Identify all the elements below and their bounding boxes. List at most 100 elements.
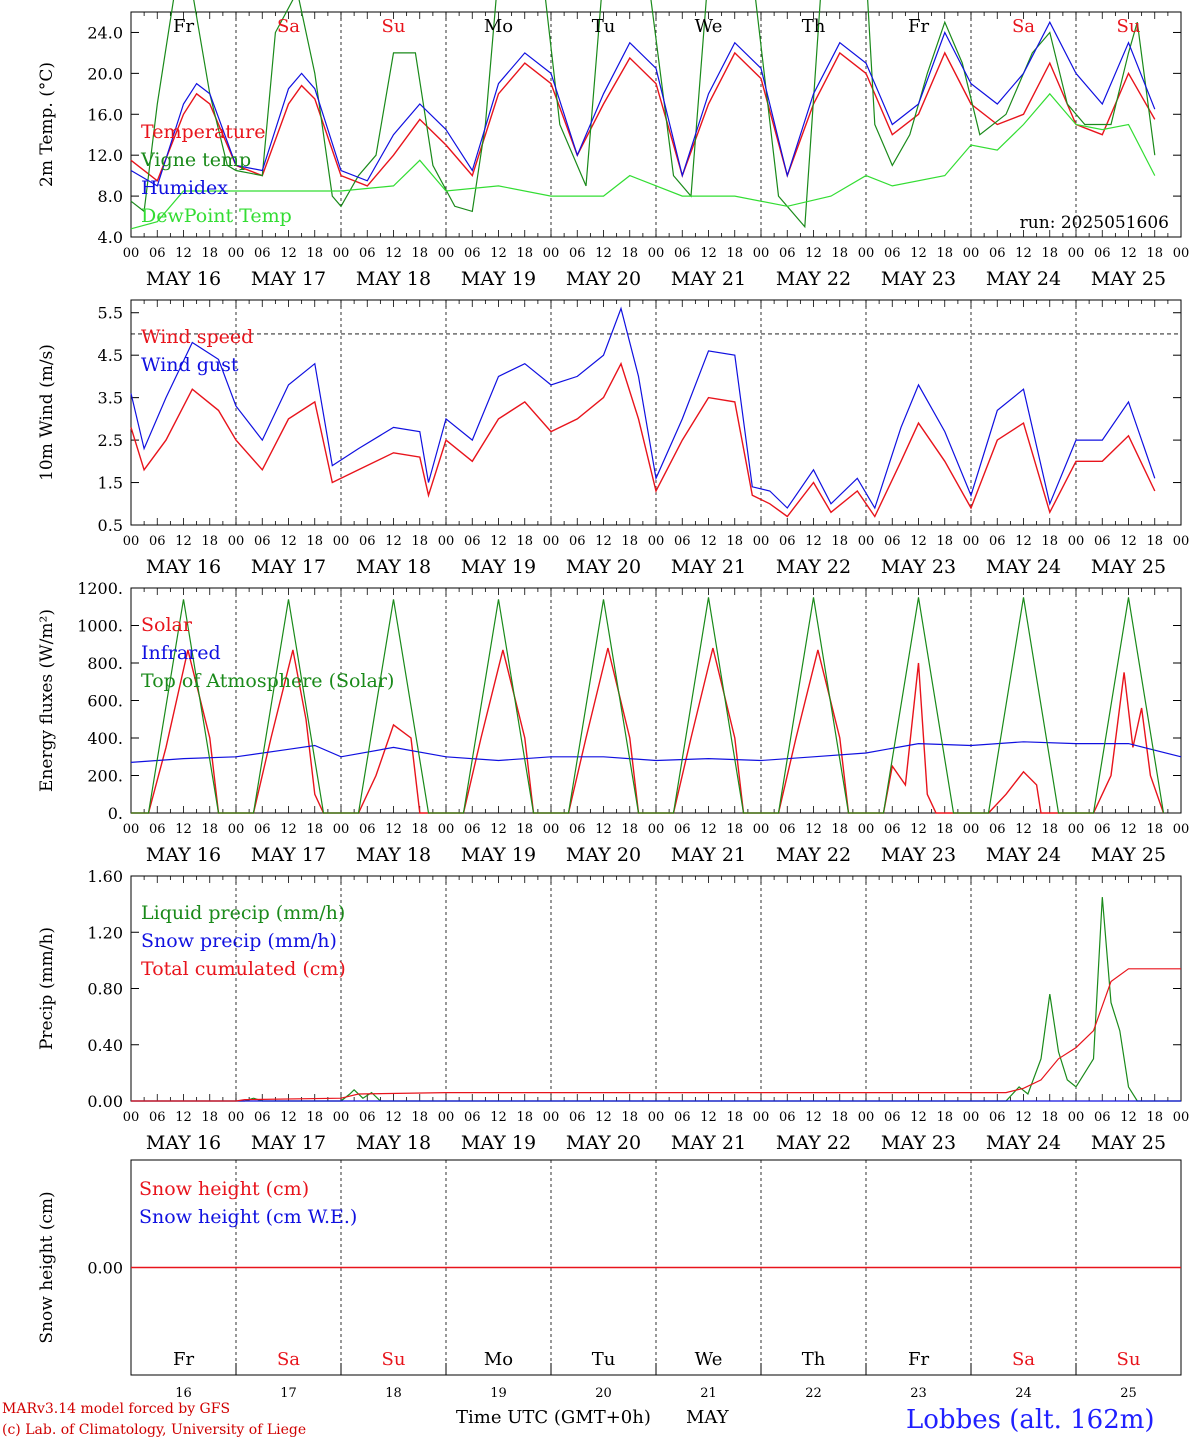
footer-model: MARv3.14 model forced by GFS: [2, 1401, 230, 1417]
date-label: MAY 20: [566, 268, 641, 290]
weekday-label: Su: [382, 16, 406, 37]
hour-tick-label: 12: [805, 1110, 822, 1125]
hour-tick-label: 18: [411, 534, 428, 549]
hour-tick-label: 12: [1015, 1110, 1032, 1125]
series-line: [130, 361, 1156, 518]
weekday-label: Mo: [484, 1349, 513, 1370]
day-number-label: 17: [280, 1386, 297, 1401]
series-line: [130, 92, 1156, 230]
hour-tick-label: 06: [464, 822, 481, 837]
hour-tick-label: 12: [1120, 822, 1137, 837]
y-tick-label: 24.0: [87, 23, 123, 42]
hour-tick-label: 00: [438, 246, 455, 261]
hour-tick-label: 06: [884, 534, 901, 549]
hour-tick-label: 18: [726, 822, 743, 837]
hour-tick-label: 00: [228, 822, 245, 837]
hour-tick-label: 18: [936, 822, 953, 837]
hour-tick-label: 06: [359, 822, 376, 837]
hour-tick-label: 00: [1173, 246, 1190, 261]
y-tick-label: 0.00: [87, 1259, 123, 1278]
hour-tick-label: 06: [989, 534, 1006, 549]
y-axis-label: 2m Temp. (°C): [37, 62, 57, 187]
date-label: MAY 22: [776, 1132, 851, 1154]
hour-tick-label: 00: [333, 1110, 350, 1125]
hour-tick-label: 12: [910, 1110, 927, 1125]
weekday-label: Sa: [1012, 16, 1035, 37]
hour-tick-label: 00: [123, 246, 140, 261]
hour-tick-label: 00: [1068, 246, 1085, 261]
hour-tick-label: 00: [858, 1110, 875, 1125]
date-label: MAY 20: [566, 1132, 641, 1154]
hour-tick-label: 00: [333, 246, 350, 261]
date-label: MAY 23: [881, 268, 956, 290]
hour-tick-label: 00: [963, 1110, 980, 1125]
hour-tick-label: 18: [621, 1110, 638, 1125]
hour-tick-label: 18: [621, 534, 638, 549]
hour-tick-label: 18: [936, 534, 953, 549]
panel-5: 0.00 Snow height (cm) Snow height (cm) Snow…: [37, 1159, 1182, 1401]
hour-tick-label: 18: [726, 1110, 743, 1125]
hour-tick-label: 06: [464, 246, 481, 261]
date-label: MAY 23: [881, 556, 956, 578]
hour-tick-label: 06: [1094, 534, 1111, 549]
y-tick-label: 1000.: [77, 617, 123, 636]
hour-tick-label: 06: [779, 822, 796, 837]
date-label: MAY 19: [461, 844, 536, 866]
date-label: MAY 19: [461, 268, 536, 290]
hour-tick-label: 06: [1094, 1110, 1111, 1125]
hour-tick-label: 00: [228, 1110, 245, 1125]
hour-tick-label: 06: [149, 246, 166, 261]
date-label: MAY 25: [1091, 556, 1166, 578]
date-label: MAY 17: [251, 1132, 326, 1154]
hour-tick-label: 18: [516, 246, 533, 261]
weekday-label: Tu: [592, 16, 616, 37]
panel-2: 5.5 4.5 3.5 2.5 1.5 0.5 10m Wind (m/s) Wind spe…: [37, 299, 1189, 578]
date-label: MAY 17: [251, 844, 326, 866]
hour-tick-label: 00: [543, 534, 560, 549]
hour-tick-label: 00: [1068, 822, 1085, 837]
date-label: MAY 21: [671, 1132, 746, 1154]
hour-tick-label: 00: [753, 246, 770, 261]
date-label: MAY 23: [881, 1132, 956, 1154]
hour-tick-label: 12: [280, 822, 297, 837]
hour-tick-label: 12: [385, 822, 402, 837]
legend-entry: Infrared: [141, 642, 221, 664]
hour-tick-label: 18: [1041, 1110, 1058, 1125]
weekday-label: Su: [1117, 16, 1141, 37]
day-number-label: 24: [1015, 1386, 1032, 1401]
hour-tick-label: 00: [753, 534, 770, 549]
hour-tick-label: 06: [254, 822, 271, 837]
hour-tick-label: 18: [726, 246, 743, 261]
hour-tick-label: 12: [280, 246, 297, 261]
hour-tick-label: 18: [1041, 534, 1058, 549]
legend-entry: Liquid precip (mm/h): [141, 902, 345, 924]
hour-tick-label: 06: [359, 246, 376, 261]
legend-entry: Wind gust: [141, 354, 239, 376]
hour-tick-label: 18: [831, 246, 848, 261]
y-tick-label: 400.: [87, 729, 123, 748]
series-line: [130, 306, 1156, 510]
hour-tick-label: 06: [779, 534, 796, 549]
date-label: MAY 25: [1091, 844, 1166, 866]
hour-tick-label: 00: [333, 822, 350, 837]
hour-tick-label: 18: [306, 246, 323, 261]
hour-tick-label: 00: [123, 534, 140, 549]
hour-tick-label: 18: [201, 822, 218, 837]
day-number-label: 22: [805, 1386, 822, 1401]
hour-tick-label: 12: [385, 246, 402, 261]
hour-tick-label: 12: [280, 534, 297, 549]
hour-tick-label: 06: [884, 246, 901, 261]
y-tick-label: 8.0: [98, 187, 123, 206]
hour-tick-label: 12: [385, 534, 402, 549]
hour-tick-label: 18: [201, 534, 218, 549]
legend-entry: DewPoint Temp: [141, 205, 292, 227]
series-line: [130, 20, 1156, 187]
y-tick-label: 1.5: [98, 474, 123, 493]
hour-tick-label: 00: [333, 534, 350, 549]
y-tick-label: 0.: [108, 804, 123, 823]
hour-tick-label: 00: [648, 1110, 665, 1125]
hour-tick-label: 06: [989, 246, 1006, 261]
hour-tick-label: 00: [648, 822, 665, 837]
y-tick-label: 0.80: [87, 980, 123, 999]
hour-tick-label: 06: [779, 246, 796, 261]
